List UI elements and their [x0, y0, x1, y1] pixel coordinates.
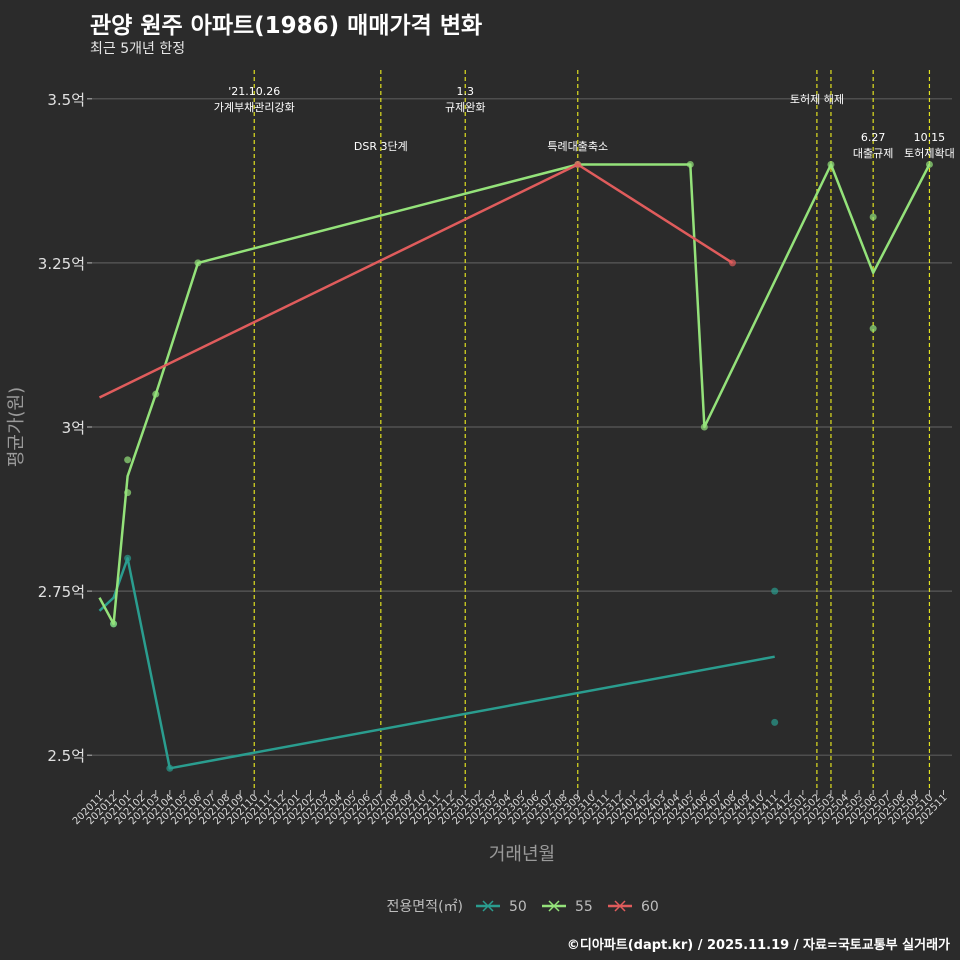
y-tick-label: 3.5억: [47, 91, 85, 109]
data-point-50: [124, 554, 132, 562]
legend-label: 60: [641, 899, 659, 915]
y-axis-title: 평균가(원): [6, 387, 27, 467]
y-tick-label: 2.75억: [38, 583, 85, 601]
series-line-55: [98, 163, 931, 626]
chart-title: 관양 원주 아파트(1986) 매매가격 변화: [90, 13, 483, 39]
data-point-55: [124, 489, 132, 497]
data-point-55: [869, 213, 877, 221]
data-point-55: [869, 325, 877, 333]
data-point-50: [166, 764, 174, 772]
event-label: 대출규제: [853, 147, 893, 160]
data-point-60: [729, 259, 736, 267]
event-label: 규제완화: [445, 101, 485, 114]
data-point-60: [574, 160, 582, 168]
source-caption: ©디아파트(dapt.kr) / 2025.11.19 / 자료=국토교통부 실…: [566, 938, 950, 953]
series-line-60: [98, 163, 734, 399]
data-point-55: [686, 160, 694, 168]
event-label: 가계부채관리강화: [214, 101, 295, 114]
event-label: 토허제확대: [904, 147, 955, 160]
series-line-50: [98, 557, 775, 770]
y-tick-label: 3.25억: [38, 255, 85, 273]
data-point-55: [124, 456, 132, 464]
data-point-55: [152, 390, 160, 398]
legend-label: 50: [509, 899, 527, 915]
data-point-55: [827, 160, 835, 168]
event-label: DSR 3단계: [354, 140, 408, 153]
data-point-50: [771, 718, 779, 726]
data-point-55: [194, 259, 202, 267]
data-point-55: [925, 160, 933, 168]
legend-label: 55: [575, 899, 593, 915]
data-point-55: [700, 423, 708, 431]
event-label: 1.3: [456, 85, 474, 98]
event-label: 특례대출축소: [547, 140, 608, 153]
event-label: '21.10.26: [228, 85, 280, 98]
y-tick-label: 2.5억: [47, 747, 85, 765]
event-label: 6.27: [861, 131, 886, 144]
legend-key-mark: [482, 900, 494, 912]
event-label: 토허제 해제: [790, 92, 844, 106]
x-axis-title: 거래년월: [489, 844, 555, 865]
data-point-50: [771, 587, 779, 595]
legend-key-mark: [548, 900, 560, 912]
legend-title: 전용면적(㎡): [387, 899, 463, 915]
data-point-55: [110, 620, 118, 628]
legend-key-mark: [614, 900, 626, 912]
event-label: 10.15: [914, 131, 946, 144]
chart-subtitle: 최근 5개년 한정: [90, 41, 186, 57]
y-tick-label: 3억: [62, 419, 85, 437]
